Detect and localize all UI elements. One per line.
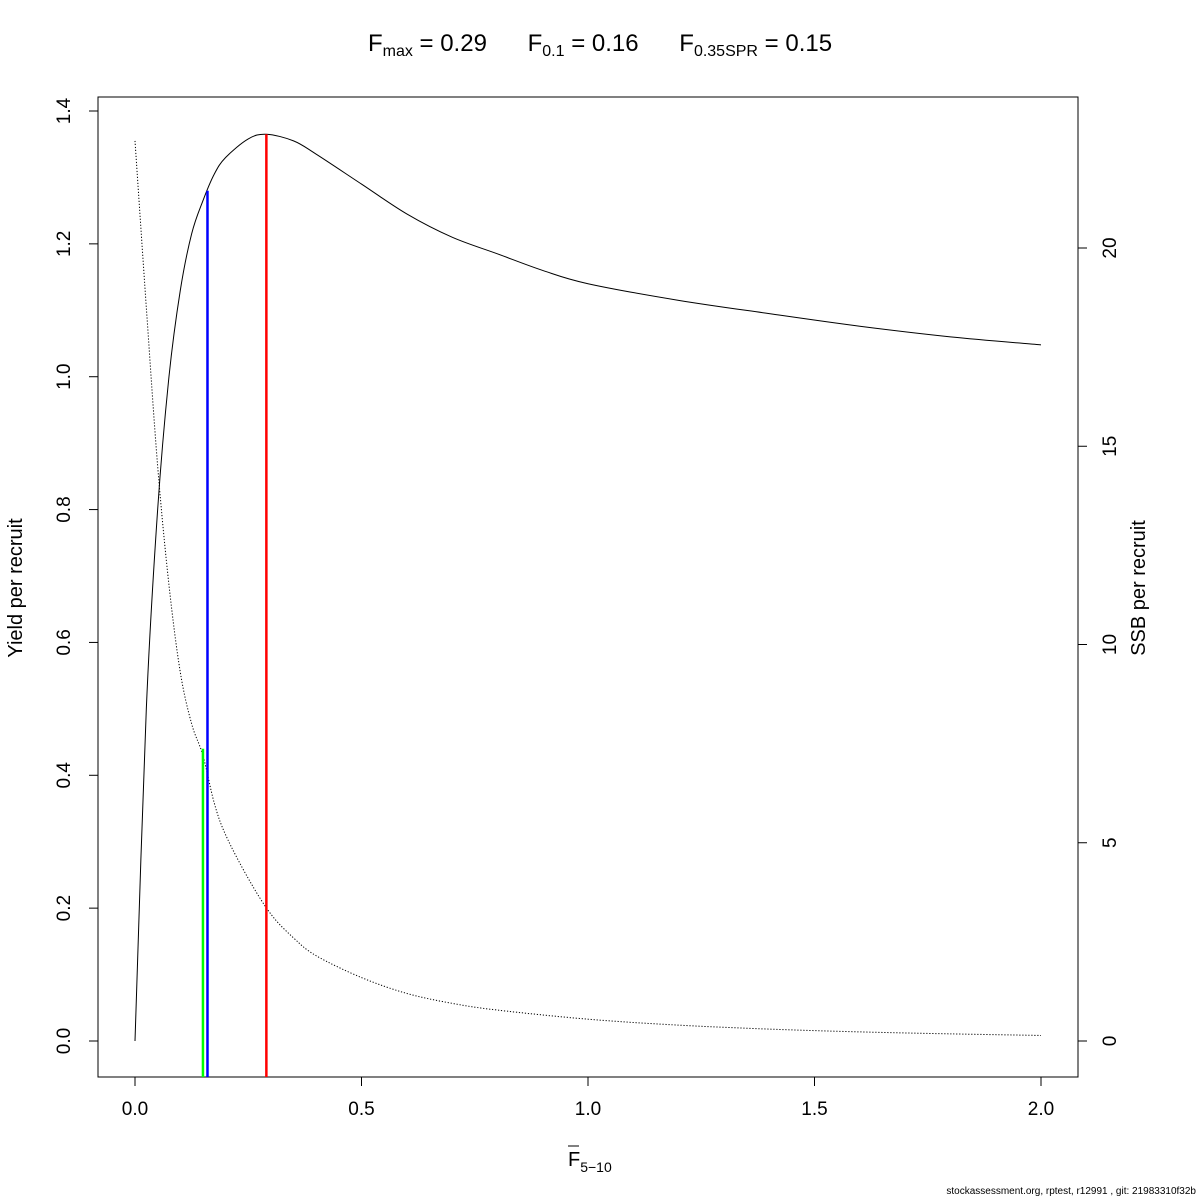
y-tick-label: 1.0: [54, 364, 75, 390]
y-tick-label: 1.2: [54, 231, 75, 257]
y2-tick-label: 10: [1100, 634, 1121, 655]
y2-tick-label: 20: [1100, 237, 1121, 258]
footer-credit: stockassessment.org, rptest, r12991 , gi…: [946, 1186, 1196, 1197]
x-tick-label: 1.5: [801, 1099, 827, 1120]
fmax-term: Fmax = 0.29: [367, 30, 487, 60]
y-tick-label: 0.6: [54, 629, 75, 655]
y-tick-label: 0.2: [54, 895, 75, 921]
y-axis-label: Yield per recruit: [5, 518, 27, 658]
y2-tick-label: 15: [1100, 436, 1121, 457]
plot-frame: [97, 96, 1079, 1078]
x-axis-label: F5−10: [568, 1149, 612, 1175]
y-tick-label: 0.4: [54, 762, 75, 789]
chart-title: Fmax = 0.29 F0.1 = 0.16 F0.35SPR = 0.15: [0, 30, 1200, 61]
ssb-per-recruit-line: [134, 140, 1042, 1036]
y2-tick-label: 0: [1100, 1036, 1121, 1047]
y-tick-label: 1.4: [54, 97, 75, 124]
x-tick-label: 0.0: [122, 1099, 148, 1120]
fspr-term: F0.35SPR = 0.15: [679, 30, 833, 60]
y2-axis-label: SSB per recruit: [1128, 520, 1150, 656]
y2-tick-label: 5: [1100, 837, 1121, 848]
yield-per-recruit-line: [134, 133, 1042, 1042]
y-tick-label: 0.0: [54, 1028, 75, 1054]
f01-term: F0.1 = 0.16: [527, 30, 639, 60]
y-tick-label: 0.8: [54, 496, 75, 522]
x-tick-label: 1.0: [575, 1099, 601, 1120]
x-tick-label: 0.5: [348, 1099, 374, 1120]
x-tick-label: 2.0: [1028, 1099, 1054, 1120]
